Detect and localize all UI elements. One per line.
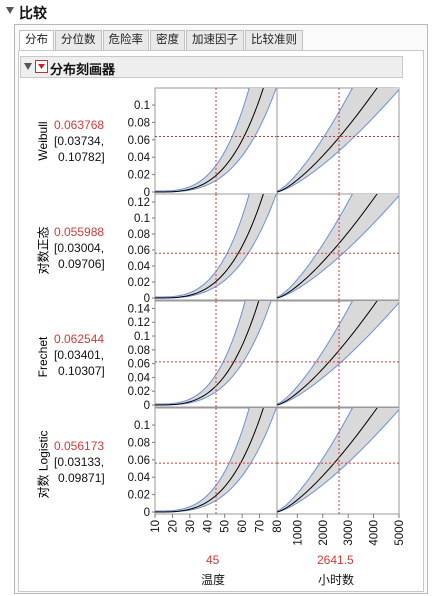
x-current-hours[interactable]: 2641.5 [317, 553, 354, 567]
tab-density[interactable]: 密度 [150, 30, 185, 50]
ci-upper: 0.10782] [58, 150, 105, 164]
x-tick-label: 3000 [343, 520, 355, 546]
red-triangle-menu-icon[interactable] [35, 60, 48, 73]
ci-upper: 0.09871] [58, 471, 105, 485]
y-tick-label: 0.04 [128, 152, 151, 164]
y-tick-label: 0.02 [128, 386, 150, 398]
x-axis-title-temperature: 温度 [201, 573, 226, 587]
tab-quantile[interactable]: 分位数 [55, 30, 102, 50]
upper-bound-line [277, 408, 353, 512]
y-tick-label: 0.1 [134, 213, 150, 225]
y-tick-label: 0 [144, 507, 150, 519]
confidence-band [277, 194, 399, 298]
row-value-block: 0.056173 [0.03133, 0.09871] [54, 438, 105, 486]
x-tick-label: 80 [272, 520, 284, 533]
profile-curve [277, 301, 378, 406]
x-tick-label: 4000 [369, 520, 381, 546]
x-tick-label: 2000 [318, 520, 330, 546]
profile-curve [277, 88, 378, 193]
confidence-band [155, 408, 277, 512]
row-value-block: 0.063768 [0.03734, 0.10782] [54, 117, 105, 165]
y-tick-label: 0.1 [134, 100, 150, 112]
ci-lower: [0.03401, [54, 348, 105, 362]
y-tick-label: 0.1 [134, 420, 150, 432]
x-current-temperature[interactable]: 45 [206, 553, 220, 567]
tab-hazard[interactable]: 危险率 [102, 30, 149, 50]
x-tick-label: 70 [255, 520, 267, 533]
y-tick-label: 0.02 [128, 170, 150, 182]
x-tick-label: 30 [185, 520, 197, 533]
upper-bound-line [277, 194, 353, 298]
predicted-value: 0.056173 [54, 439, 105, 453]
x-tick-label: 50 [220, 520, 232, 533]
lower-bound-line [277, 302, 399, 406]
predicted-value: 0.063768 [54, 118, 105, 132]
y-tick-label: 0.06 [128, 135, 150, 147]
confidence-band [277, 301, 399, 405]
profile-curve [155, 408, 264, 513]
y-tick-label: 0.04 [128, 472, 151, 484]
profile-curve [277, 194, 378, 299]
y-tick-label: 0.14 [128, 303, 151, 315]
collapse-triangle-icon[interactable] [23, 62, 33, 72]
ci-lower: [0.03004, [54, 241, 105, 255]
y-tick-label: 0.02 [128, 490, 150, 502]
y-tick-label: 0.06 [128, 455, 150, 467]
profiler-title: 分布刻画器 [50, 62, 116, 77]
row-value-block: 0.055988 [0.03004, 0.09706] [54, 224, 105, 272]
x-tick-label: 40 [202, 520, 214, 533]
window-title: 比较 [19, 5, 47, 21]
confidence-band [277, 408, 399, 512]
y-tick-label: 0.12 [128, 317, 150, 329]
profile-curve [155, 194, 264, 299]
profile-curve [155, 88, 264, 193]
y-tick-label: 0.1 [134, 331, 150, 343]
collapse-triangle-icon[interactable] [5, 6, 15, 16]
y-tick-label: 0 [144, 400, 150, 412]
x-tick-label: 60 [237, 520, 249, 533]
ci-upper: 0.10307] [58, 364, 105, 378]
upper-bound-line [277, 301, 353, 405]
predicted-value: 0.055988 [54, 225, 105, 239]
x-axis-title-hours: 小时数 [318, 573, 355, 587]
lower-bound-line [277, 409, 399, 513]
y-tick-label: 0.06 [128, 359, 150, 371]
y-tick-label: 0.04 [128, 372, 151, 384]
ci-lower: [0.03734, [54, 134, 105, 148]
predicted-value: 0.062544 [54, 332, 105, 346]
x-tick-label: 20 [167, 520, 179, 533]
confidence-band [277, 88, 399, 192]
y-tick-label: 0.08 [128, 117, 150, 129]
y-tick-label: 0.08 [128, 229, 150, 241]
title-bar: 比较 [0, 0, 430, 22]
confidence-band [155, 88, 277, 192]
y-tick-label: 0.02 [128, 277, 150, 289]
y-tick-label: 0.12 [128, 197, 150, 209]
ci-lower: [0.03133, [54, 455, 105, 469]
tab-comparison-criteria[interactable]: 比较准则 [245, 30, 303, 50]
y-tick-label: 0.04 [128, 261, 151, 273]
tab-acceleration-factor[interactable]: 加速因子 [186, 30, 244, 50]
x-tick-label: 1000 [292, 520, 304, 546]
y-tick-label: 0.08 [128, 345, 150, 357]
lower-bound-line [277, 89, 399, 193]
tab-bar: 分布 分位数 危险率 密度 加速因子 比较准则 [19, 30, 304, 50]
lower-bound-line [277, 195, 399, 299]
confidence-band [155, 194, 277, 298]
y-tick-label: 0 [144, 187, 150, 199]
x-tick-label: 10 [150, 520, 162, 533]
upper-bound-line [277, 88, 353, 192]
tab-distribution[interactable]: 分布 [19, 30, 54, 50]
profiler-header [20, 56, 403, 78]
profile-curve [277, 408, 378, 513]
ci-upper: 0.09706] [58, 257, 105, 271]
x-tick-label: 5000 [394, 520, 406, 546]
y-tick-label: 0 [144, 293, 150, 305]
y-tick-label: 0.06 [128, 245, 150, 257]
row-value-block: 0.062544 [0.03401, 0.10307] [54, 331, 105, 379]
confidence-band [155, 301, 272, 405]
y-tick-label: 0.08 [128, 437, 150, 449]
